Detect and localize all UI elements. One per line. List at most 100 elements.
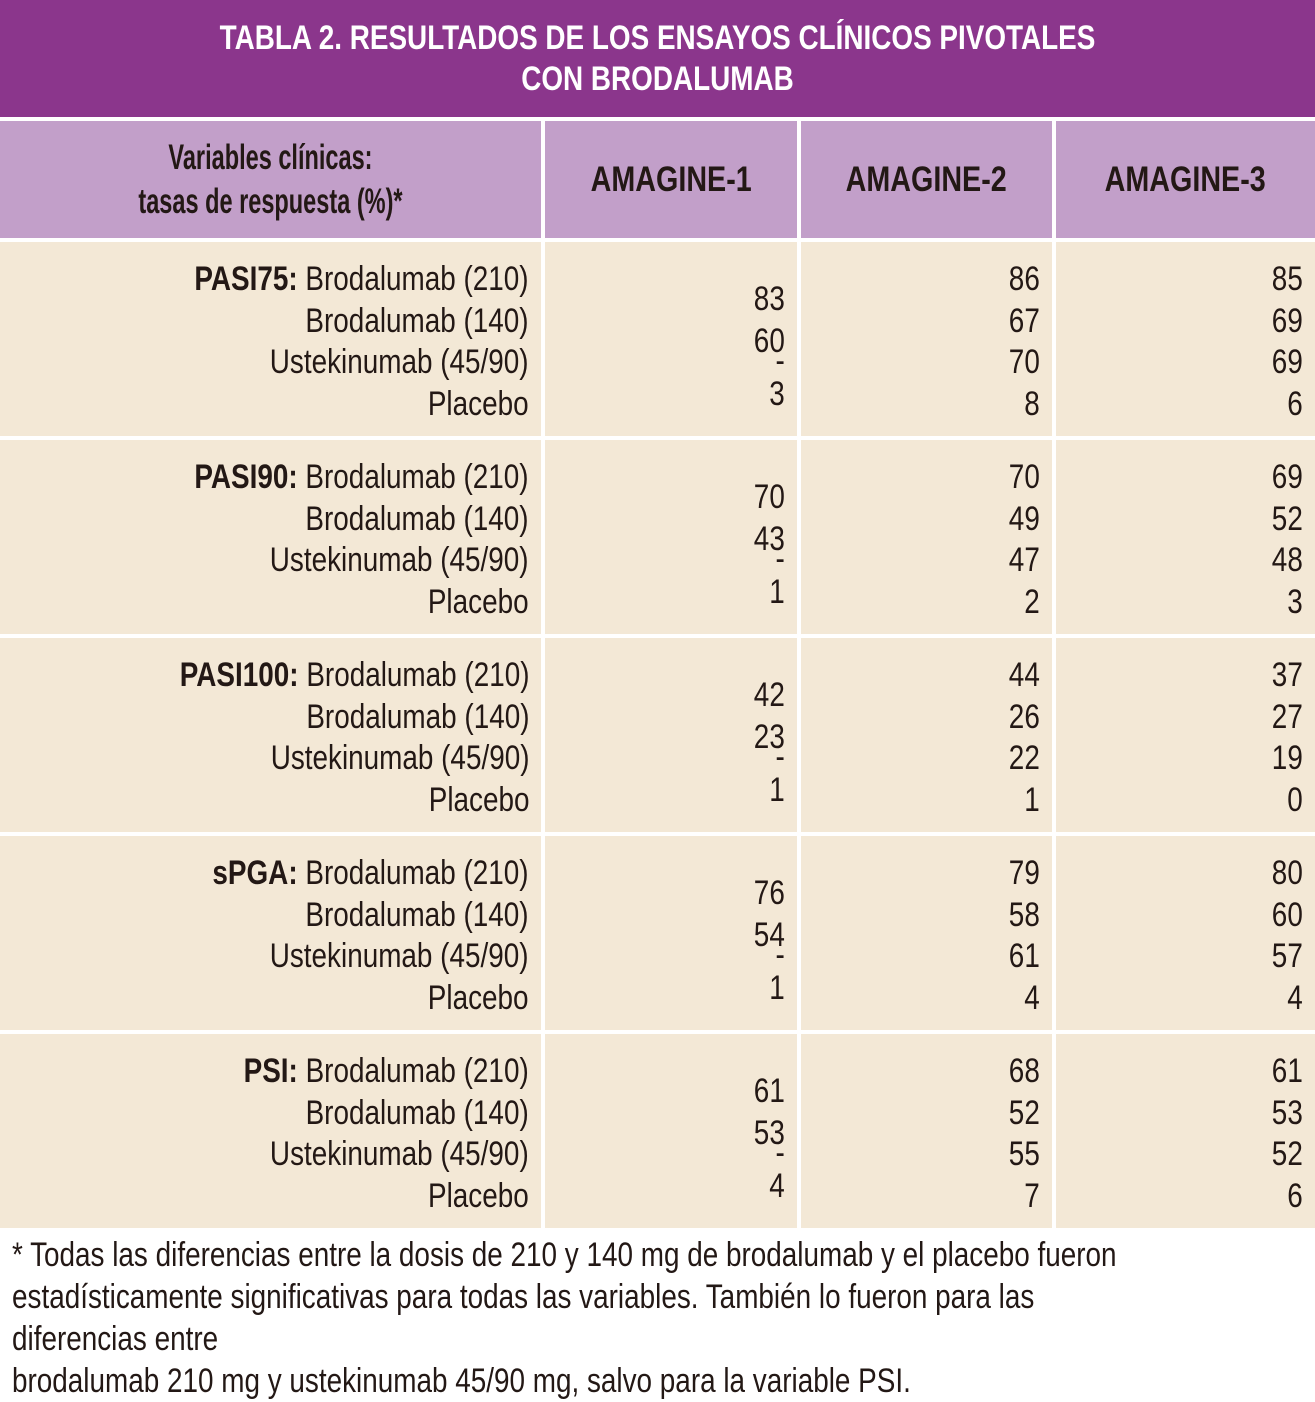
amagine-2-value: 67 (1008, 301, 1040, 340)
treatment-name: Brodalumab (210) (305, 458, 529, 496)
amagine-2-cell: 86 67 70 8 (801, 242, 1052, 436)
variable-name: PASI100: (179, 656, 299, 694)
table-title-line-1: TABLA 2. RESULTADOS DE LOS ENSAYOS CLÍNI… (219, 18, 1096, 57)
treatment-name: Placebo (428, 978, 529, 1017)
amagine-2-value: 70 (1008, 458, 1040, 496)
variable-cell: PASI75: Brodalumab (210) Brodalumab (140)… (0, 242, 541, 436)
treatment-name: Ustekinumab (45/90) (270, 1135, 529, 1173)
header-amagine-3: AMAGINE-3 (1056, 121, 1315, 238)
amagine-1-value: 61 (753, 1072, 785, 1110)
treatment-name: Brodalumab (140) (305, 301, 529, 340)
amagine-2-value: 2 (1024, 582, 1040, 621)
amagine-1-value: 23 (753, 717, 785, 756)
amagine-3-value: 3 (1287, 582, 1303, 621)
amagine-2-value: 58 (1008, 895, 1040, 934)
amagine-2-value: 4 (1024, 978, 1040, 1017)
header-amagine-1: AMAGINE-1 (545, 121, 797, 238)
amagine-2-value: 8 (1024, 384, 1040, 423)
amagine-1-cell: 61 53-4 (545, 1034, 797, 1228)
amagine-1-value: 60 (753, 321, 785, 360)
amagine-1-value: 1 (769, 969, 785, 1007)
amagine-2-cell: 44 26 22 1 (801, 638, 1052, 832)
treatment-label: Ustekinumab (45/90) (213, 936, 529, 978)
amagine-1-value: 4 (769, 1167, 785, 1205)
amagine-1-value: 76 (753, 874, 785, 912)
treatment-name: Brodalumab (140) (305, 895, 529, 934)
amagine-1-value: - (775, 1134, 785, 1172)
amagine-3-value: 52 (1271, 1135, 1303, 1173)
treatment-label: Brodalumab (140) (244, 1093, 529, 1135)
footnote-line-3: brodalumab 210 mg y ustekinumab 45/90 mg… (12, 1362, 911, 1400)
variable-name: sPGA: (212, 854, 299, 892)
amagine-1-value: 3 (769, 375, 785, 413)
amagine-1-value: - (775, 936, 785, 974)
amagine-3-value: 52 (1271, 499, 1303, 538)
variable-name: PSI: (243, 1052, 299, 1090)
header-variables-line-2: tasas de respuesta (%)* (138, 181, 403, 221)
amagine-1-value: 43 (753, 519, 785, 558)
footnote: * Todas las diferencias entre la dosis d… (12, 1234, 1160, 1402)
amagine-3-value: 69 (1271, 458, 1303, 496)
table-row-group: PASI75: Brodalumab (210) Brodalumab (140)… (0, 242, 1315, 436)
treatment-name: Brodalumab (210) (305, 854, 529, 892)
treatment-name: Ustekinumab (45/90) (270, 937, 529, 975)
variable-cell: PASI90: Brodalumab (210) Brodalumab (140)… (0, 440, 541, 634)
amagine-1-value: 1 (769, 573, 785, 611)
treatment-label: Placebo (195, 384, 529, 426)
treatment-name: Placebo (428, 1176, 529, 1215)
treatment-name: Ustekinumab (45/90) (270, 739, 529, 777)
treatment-name: Brodalumab (140) (305, 697, 529, 736)
treatment-label: Brodalumab (140) (195, 499, 529, 541)
variable-name: PASI75: (194, 260, 299, 298)
treatment-label: PASI90: Brodalumab (210) (195, 457, 529, 499)
treatment-label: Ustekinumab (45/90) (195, 342, 529, 384)
amagine-3-value: 48 (1271, 541, 1303, 579)
amagine-3-value: 6 (1287, 384, 1303, 423)
amagine-1-value: 42 (753, 676, 785, 714)
amagine-1-value: 1 (769, 771, 785, 809)
amagine-2-cell: 70 49 47 2 (801, 440, 1052, 634)
treatment-name: Ustekinumab (45/90) (270, 343, 529, 381)
table-row-group: PASI90: Brodalumab (210) Brodalumab (140)… (0, 440, 1315, 634)
treatment-label: PSI: Brodalumab (210) (244, 1051, 529, 1093)
amagine-2-value: 61 (1008, 937, 1040, 975)
amagine-3-value: 69 (1271, 343, 1303, 381)
amagine-3-value: 19 (1271, 739, 1303, 777)
table-row-group: sPGA: Brodalumab (210) Brodalumab (140) Us… (0, 836, 1315, 1030)
amagine-1-cell: 42 23-1 (545, 638, 797, 832)
amagine-3-value: 4 (1287, 978, 1303, 1017)
amagine-2-value: 86 (1008, 260, 1040, 298)
amagine-3-value: 57 (1271, 937, 1303, 975)
amagine-3-value: 27 (1271, 697, 1303, 736)
header-amagine-1-label: AMAGINE-1 (590, 159, 752, 199)
treatment-name: Brodalumab (210) (305, 260, 529, 298)
treatment-label: Brodalumab (140) (195, 301, 529, 343)
amagine-3-value: 37 (1271, 656, 1303, 694)
table-header-row: Variables clínicas: tasas de respuesta (… (0, 121, 1315, 238)
amagine-1-value: 54 (753, 915, 785, 954)
amagine-2-value: 79 (1008, 854, 1040, 892)
amagine-1-value: - (775, 540, 785, 578)
amagine-2-value: 44 (1008, 656, 1040, 694)
amagine-3-value: 6 (1287, 1176, 1303, 1215)
amagine-2-cell: 79 58 61 4 (801, 836, 1052, 1030)
variable-cell: PSI: Brodalumab (210) Brodalumab (140) Ust… (0, 1034, 541, 1228)
variable-cell: PASI100: Brodalumab (210) Brodalumab (140… (0, 638, 541, 832)
table-title-line-2: CON BRODALUMAB (521, 59, 794, 98)
treatment-name: Brodalumab (140) (305, 1093, 529, 1132)
amagine-3-value: 69 (1271, 301, 1303, 340)
variable-cell: sPGA: Brodalumab (210) Brodalumab (140) Us… (0, 836, 541, 1030)
amagine-3-cell: 61 53 52 6 (1056, 1034, 1315, 1228)
amagine-2-value: 1 (1024, 780, 1040, 819)
amagine-2-cell: 68 52 55 7 (801, 1034, 1052, 1228)
treatment-label: Ustekinumab (45/90) (244, 1134, 529, 1176)
amagine-2-value: 47 (1008, 541, 1040, 579)
amagine-2-value: 7 (1024, 1176, 1040, 1215)
header-amagine-2: AMAGINE-2 (801, 121, 1052, 238)
amagine-3-value: 61 (1271, 1052, 1303, 1090)
header-amagine-2-label: AMAGINE-2 (845, 159, 1008, 199)
amagine-3-cell: 37 27 19 0 (1056, 638, 1315, 832)
amagine-3-value: 0 (1287, 780, 1303, 819)
treatment-label: Ustekinumab (45/90) (179, 738, 529, 780)
treatment-label: Placebo (195, 582, 529, 624)
